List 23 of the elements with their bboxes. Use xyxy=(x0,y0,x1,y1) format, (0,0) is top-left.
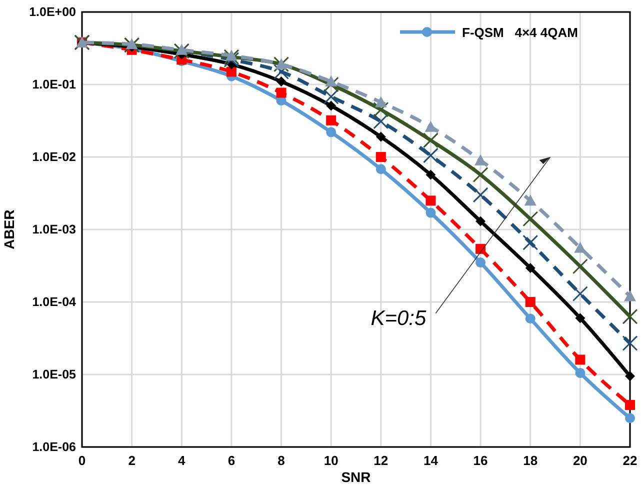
y-tick-label: 1.0E-06 xyxy=(32,440,76,454)
y-tick-label: 1.0E-05 xyxy=(32,368,76,382)
x-tick-label: 12 xyxy=(374,453,388,468)
x-tick-label: 0 xyxy=(78,453,86,468)
x-tick-label: 10 xyxy=(324,453,338,468)
annotation: K=0:5 xyxy=(370,307,426,330)
x-axis-title: SNR xyxy=(341,469,371,485)
y-tick-label: 1.0E+00 xyxy=(29,5,76,19)
y-tick-label: 1.0E-04 xyxy=(32,295,76,309)
x-tick-label: 6 xyxy=(228,453,236,468)
y-tick-label: 1.0E-02 xyxy=(32,150,76,164)
legend-label: F-QSM 4×4 4QAM xyxy=(462,25,578,40)
y-tick-label: 1.0E-01 xyxy=(32,78,76,92)
x-tick-label: 18 xyxy=(523,453,538,468)
x-tick-label: 8 xyxy=(278,453,285,468)
x-tick-label: 4 xyxy=(178,453,186,468)
x-tick-label: 20 xyxy=(572,453,588,468)
x-tick-label: 22 xyxy=(622,453,638,468)
x-tick-label: 16 xyxy=(473,453,488,468)
y-axis-title: ABER xyxy=(1,210,17,250)
x-tick-label: 14 xyxy=(423,453,439,468)
x-tick-label: 2 xyxy=(128,453,136,468)
y-tick-label: 1.0E-03 xyxy=(32,222,76,236)
